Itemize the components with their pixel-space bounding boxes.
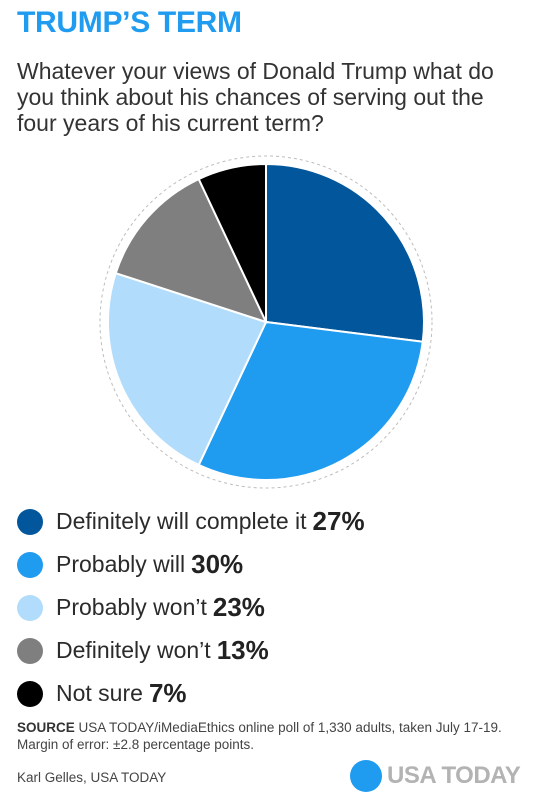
chart-title: TRUMP’S TERM bbox=[17, 6, 242, 39]
source-note: SOURCE USA TODAY/iMediaEthics online pol… bbox=[17, 719, 527, 753]
pie-outline bbox=[99, 155, 433, 489]
legend-swatch bbox=[17, 508, 43, 535]
pie-slice-definitely-will-complete-it bbox=[265, 162, 425, 343]
legend-label: Probably won’t bbox=[56, 594, 207, 620]
legend-label: Probably will bbox=[56, 551, 186, 577]
legend-value: 7% bbox=[148, 678, 187, 708]
chart-question: Whatever your views of Donald Trump what… bbox=[17, 58, 494, 136]
legend-item: Definitely won’t 13% bbox=[17, 629, 365, 672]
legend-item: Probably will 30% bbox=[17, 543, 365, 586]
credit: Karl Gelles, USA TODAY bbox=[17, 770, 167, 785]
pie-slice-not-sure bbox=[197, 162, 267, 323]
legend-label: Not sure bbox=[56, 680, 143, 706]
legend-item: Not sure 7% bbox=[17, 672, 365, 715]
legend-item: Probably won’t 23% bbox=[17, 586, 365, 629]
legend-item: Definitely will complete it 27% bbox=[17, 500, 365, 543]
legend-swatch bbox=[17, 551, 43, 578]
legend-label: Definitely won’t bbox=[56, 637, 211, 663]
legend-value: 13% bbox=[216, 635, 269, 665]
legend: Definitely will complete it 27% Probably w… bbox=[17, 500, 365, 715]
legend-value: 30% bbox=[191, 549, 244, 579]
legend-label: Definitely will complete it bbox=[56, 508, 307, 534]
pie-slice-probably-won-t bbox=[107, 271, 268, 467]
logo-text: USA TODAY bbox=[387, 762, 521, 789]
usa-today-logo: USA TODAY bbox=[350, 760, 521, 792]
legend-swatch bbox=[17, 594, 43, 621]
pie-slice-probably-will bbox=[197, 320, 424, 481]
source-text: USA TODAY/iMediaEthics online poll of 1,… bbox=[17, 720, 502, 752]
legend-swatch bbox=[17, 680, 43, 707]
pie-slices bbox=[107, 162, 425, 481]
legend-value: 27% bbox=[312, 506, 365, 536]
logo-dot-icon bbox=[350, 760, 382, 792]
legend-value: 23% bbox=[212, 592, 265, 622]
source-label: SOURCE bbox=[17, 720, 75, 735]
legend-swatch bbox=[17, 637, 43, 664]
pie-slice-definitely-won-t bbox=[114, 177, 268, 324]
pie-chart bbox=[99, 155, 433, 489]
